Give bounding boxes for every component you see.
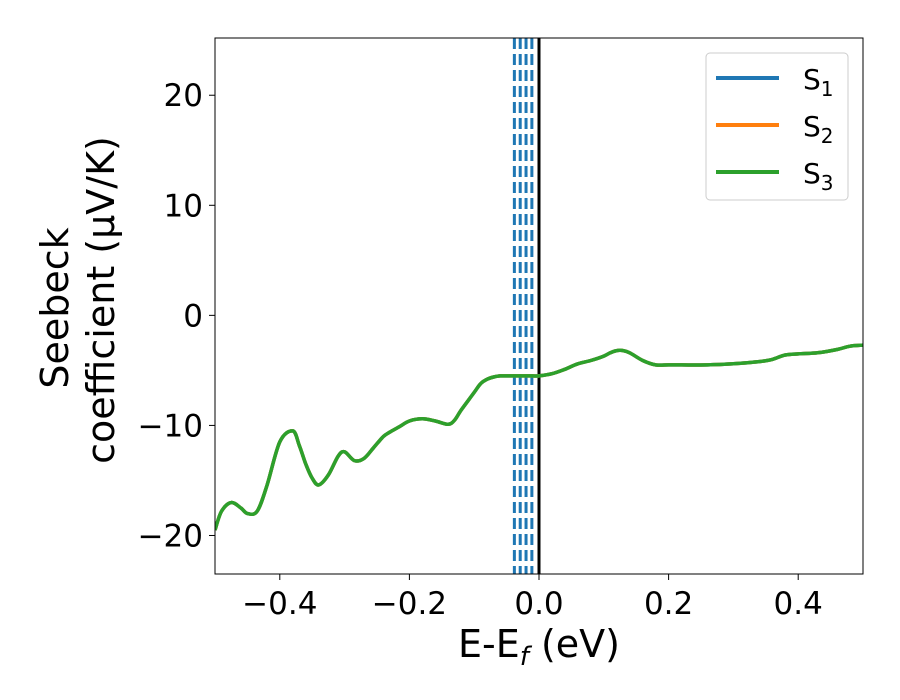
y-axis-label-line2: coefficient (μV/K) bbox=[79, 136, 123, 464]
y-tick-label: 10 bbox=[164, 188, 203, 224]
series-line-s3 bbox=[215, 343, 863, 531]
reference-lines bbox=[512, 38, 541, 574]
y-tick-label: −20 bbox=[138, 518, 203, 554]
y-axis: −20 −10 0 10 20 bbox=[138, 78, 215, 554]
legend-label-s2: S2 bbox=[803, 110, 834, 148]
legend-label-s3: S3 bbox=[803, 157, 834, 195]
legend: S1 S2 S3 bbox=[705, 52, 849, 201]
x-tick-label: −0.2 bbox=[372, 586, 447, 622]
x-tick-label: 0.4 bbox=[774, 586, 823, 622]
y-tick-label: −10 bbox=[138, 408, 203, 444]
legend-label-s1: S1 bbox=[803, 63, 834, 101]
y-tick-label: 20 bbox=[164, 78, 203, 114]
x-tick-label: −0.4 bbox=[242, 586, 317, 622]
x-tick-label: 0.0 bbox=[514, 586, 563, 622]
series-lines bbox=[215, 343, 863, 531]
x-tick-label: 0.2 bbox=[644, 586, 693, 622]
y-tick-label: 0 bbox=[183, 298, 203, 334]
x-axis-label: E-Ef (eV) bbox=[458, 622, 620, 672]
x-axis: −0.4 −0.2 0.0 0.2 0.4 bbox=[242, 574, 823, 622]
y-axis-label-line1: Seebeck bbox=[33, 227, 77, 388]
